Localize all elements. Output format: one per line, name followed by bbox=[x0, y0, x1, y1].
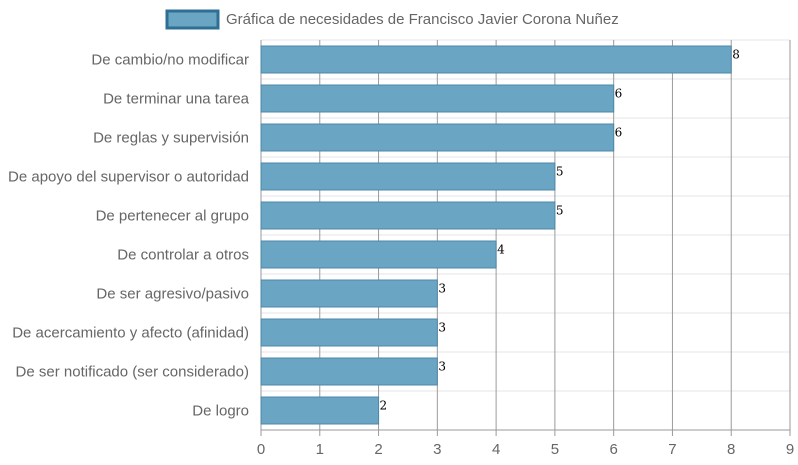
x-tick-label: 4 bbox=[492, 441, 500, 458]
x-tick-label: 9 bbox=[786, 441, 794, 458]
x-tick-label: 1 bbox=[316, 441, 324, 458]
category-label: De cambio/no modificar bbox=[91, 52, 249, 69]
category-label: De pertenecer al grupo bbox=[96, 208, 249, 225]
bars bbox=[260, 45, 732, 425]
category-label: De ser notificado (ser considerado) bbox=[16, 364, 249, 381]
legend[interactable]: Gráfica de necesidades de Francisco Javi… bbox=[165, 9, 619, 30]
x-tick-label: 8 bbox=[727, 441, 735, 458]
bar[interactable] bbox=[260, 357, 438, 386]
bar[interactable] bbox=[260, 279, 438, 308]
data-label: 6 bbox=[615, 126, 623, 140]
bar[interactable] bbox=[260, 240, 497, 269]
category-label: De ser agresivo/pasivo bbox=[96, 286, 249, 303]
labels: 0 1 2 3 4 5 6 7 8 9 De cambio/no modificar 8 De term… bbox=[8, 48, 794, 459]
data-label: 3 bbox=[438, 360, 446, 374]
bar[interactable] bbox=[260, 162, 556, 191]
x-tick-label: 0 bbox=[257, 441, 265, 458]
category-label: De logro bbox=[192, 403, 249, 420]
category-label: De acercamiento y afecto (afinidad) bbox=[12, 325, 249, 342]
bar[interactable] bbox=[260, 84, 615, 113]
data-label: 5 bbox=[556, 204, 564, 218]
bar[interactable] bbox=[260, 123, 615, 152]
x-tick-label: 5 bbox=[551, 441, 559, 458]
bar[interactable] bbox=[260, 45, 732, 74]
data-label: 3 bbox=[438, 282, 446, 296]
bar[interactable] bbox=[260, 396, 380, 425]
legend-swatch[interactable] bbox=[165, 9, 220, 30]
data-label: 8 bbox=[732, 48, 740, 62]
category-label: De apoyo del supervisor o autoridad bbox=[8, 169, 249, 186]
category-label: De terminar una tarea bbox=[103, 91, 250, 108]
data-label: 5 bbox=[556, 165, 564, 179]
x-tick-label: 6 bbox=[609, 441, 617, 458]
category-label: De reglas y supervisión bbox=[93, 130, 249, 147]
category-label: De controlar a otros bbox=[117, 247, 249, 264]
data-label: 3 bbox=[438, 321, 446, 335]
bar[interactable] bbox=[260, 318, 438, 347]
data-label: 6 bbox=[615, 87, 623, 101]
bar[interactable] bbox=[260, 201, 556, 230]
x-tick-label: 2 bbox=[374, 441, 382, 458]
data-label: 2 bbox=[380, 399, 388, 413]
x-tick-label: 7 bbox=[668, 441, 676, 458]
legend-label: Gráfica de necesidades de Francisco Javi… bbox=[226, 11, 619, 28]
data-label: 4 bbox=[497, 243, 505, 257]
x-tick-label: 3 bbox=[433, 441, 441, 458]
